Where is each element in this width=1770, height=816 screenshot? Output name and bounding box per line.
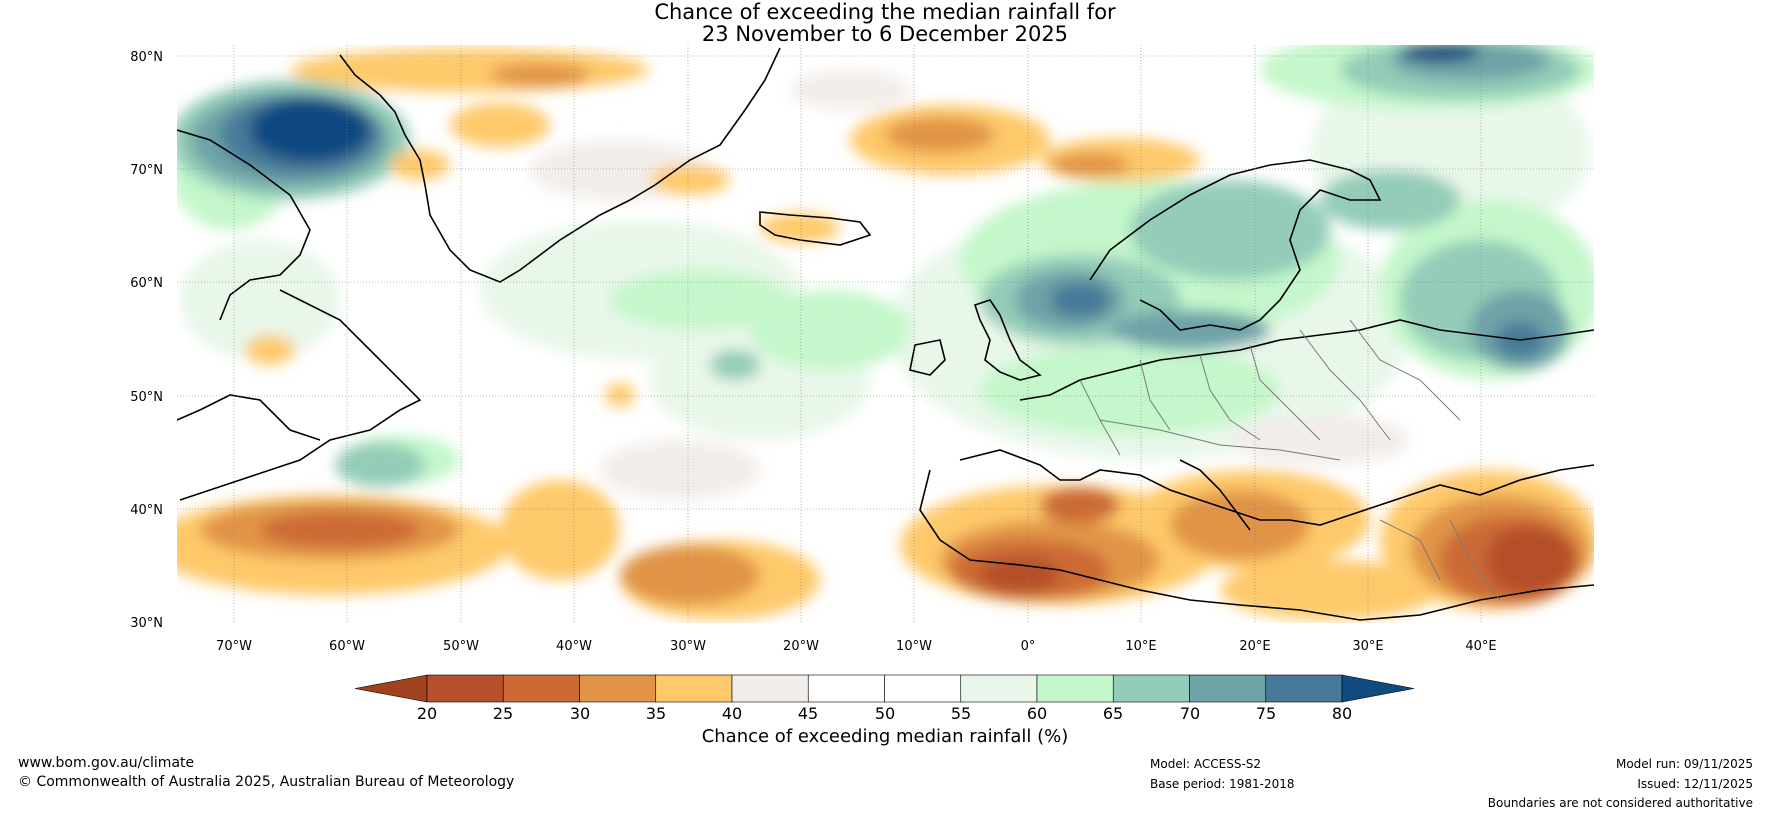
colorbar-bin: [426, 674, 504, 703]
lat-label: 30°N: [130, 616, 163, 631]
wet-patch: [180, 240, 340, 360]
wet-patch: [750, 290, 910, 370]
wet-patch: [1130, 180, 1330, 280]
dry-patch: [490, 63, 590, 87]
colorbar-bin: [731, 674, 809, 703]
lon-label: 10°W: [896, 639, 932, 654]
wet-patch: [1110, 310, 1270, 350]
colorbar-bin: [1265, 674, 1343, 703]
colorbar-extend-low: [354, 674, 428, 703]
colorbar-tick: 50: [875, 704, 895, 723]
dry-patch: [1040, 487, 1120, 523]
lat-label: 70°N: [130, 163, 163, 178]
wet-patch: [1400, 45, 1480, 62]
lat-label: 50°N: [130, 390, 163, 405]
wet-patch: [980, 345, 1280, 435]
colorbar-bin: [1036, 674, 1114, 703]
wet-patch: [610, 270, 790, 330]
colorbar-tick: 80: [1332, 704, 1352, 723]
dry-patch: [605, 383, 635, 407]
colorbar-tick-labels: 20 25 30 35 40 45 50 55 60 65 70 75 80: [417, 704, 1352, 723]
dry-patch: [260, 512, 420, 548]
colorbar-bin: [655, 674, 733, 703]
neutral-patch: [790, 70, 910, 110]
footer-disclaimer: Boundaries are not considered authoritat…: [1487, 796, 1753, 810]
latitude-labels: 80°N 70°N 60°N 50°N 40°N 30°N: [130, 50, 163, 631]
lon-label: 40°E: [1465, 639, 1496, 654]
rainfall-probability-field: [177, 45, 1594, 620]
lat-label: 60°N: [130, 276, 163, 291]
colorbar-tick: 75: [1256, 704, 1276, 723]
wet-patch: [250, 98, 370, 162]
footer-base-period: Base period: 1981-2018: [1150, 777, 1295, 791]
neutral-patch: [600, 440, 760, 500]
wet-patch: [710, 350, 760, 380]
colorbar-extend-high: [1341, 674, 1415, 703]
graticule: [177, 45, 1594, 623]
dry-patch: [1050, 153, 1130, 177]
lat-label: 40°N: [130, 503, 163, 518]
dry-patch: [1220, 560, 1440, 620]
dry-patch: [245, 335, 295, 365]
dry-patch: [450, 103, 550, 147]
colorbar-bin: [960, 674, 1038, 703]
colorbar-label: Chance of exceeding median rainfall (%): [701, 726, 1069, 747]
wet-patch: [335, 443, 425, 487]
dry-patch: [650, 165, 730, 195]
dry-patch: [885, 117, 995, 153]
lon-label: 30°W: [670, 639, 706, 654]
footer-url: www.bom.gov.au/climate: [18, 755, 195, 771]
dry-patch: [500, 480, 620, 580]
dry-patch: [390, 150, 450, 180]
colorbar-tick: 45: [798, 704, 818, 723]
coastlines: [177, 47, 1594, 621]
colorbar-tick: 40: [722, 704, 742, 723]
colorbar-tick: 20: [417, 704, 437, 723]
footer-model-run: Model run: 09/11/2025: [1615, 757, 1753, 771]
lon-label: 30°E: [1352, 639, 1383, 654]
wet-patch: [1320, 170, 1460, 230]
map-title-line1: Chance of exceeding the median rainfall …: [654, 0, 1116, 24]
lon-label: 60°W: [329, 639, 365, 654]
colorbar-bin: [502, 674, 580, 703]
wet-patch: [1050, 282, 1110, 318]
colorbar-tick: 25: [493, 704, 513, 723]
dry-patch: [1485, 525, 1575, 595]
colorbar-bin: [579, 674, 657, 703]
colorbar-tick: 55: [951, 704, 971, 723]
lon-label: 40°W: [556, 639, 592, 654]
lon-label: 20°E: [1239, 639, 1270, 654]
colorbar-tick: 35: [646, 704, 666, 723]
lon-label: 70°W: [216, 639, 252, 654]
colorbar-bin: [1189, 674, 1267, 703]
dry-patch: [620, 545, 760, 605]
lon-label: 10°E: [1125, 639, 1156, 654]
footer-model: Model: ACCESS-S2: [1150, 757, 1262, 771]
colorbar-tick: 30: [570, 704, 590, 723]
dry-patch: [1170, 490, 1310, 560]
footer-copyright: © Commonwealth of Australia 2025, Austra…: [18, 774, 515, 790]
colorbar-tick: 65: [1103, 704, 1123, 723]
colorbar: [354, 674, 1415, 703]
colorbar-bin: [1112, 674, 1190, 703]
lon-label: 20°W: [783, 639, 819, 654]
country-borders: [1079, 319, 1501, 601]
dry-patch: [290, 48, 650, 92]
lon-label: 0°: [1021, 639, 1036, 654]
colorbar-tick: 70: [1180, 704, 1200, 723]
lon-label: 50°W: [443, 639, 479, 654]
colorbar-tick: 60: [1027, 704, 1047, 723]
colorbar-bin: [884, 674, 962, 703]
footer-issued: Issued: 12/11/2025: [1637, 777, 1753, 791]
dry-patch: [980, 557, 1060, 593]
longitude-labels: 70°W 60°W 50°W 40°W 30°W 20°W 10°W 0° 10…: [216, 639, 1497, 654]
lat-label: 80°N: [130, 50, 163, 65]
colorbar-bin: [807, 674, 885, 703]
map-title-line2: 23 November to 6 December 2025: [701, 22, 1069, 46]
